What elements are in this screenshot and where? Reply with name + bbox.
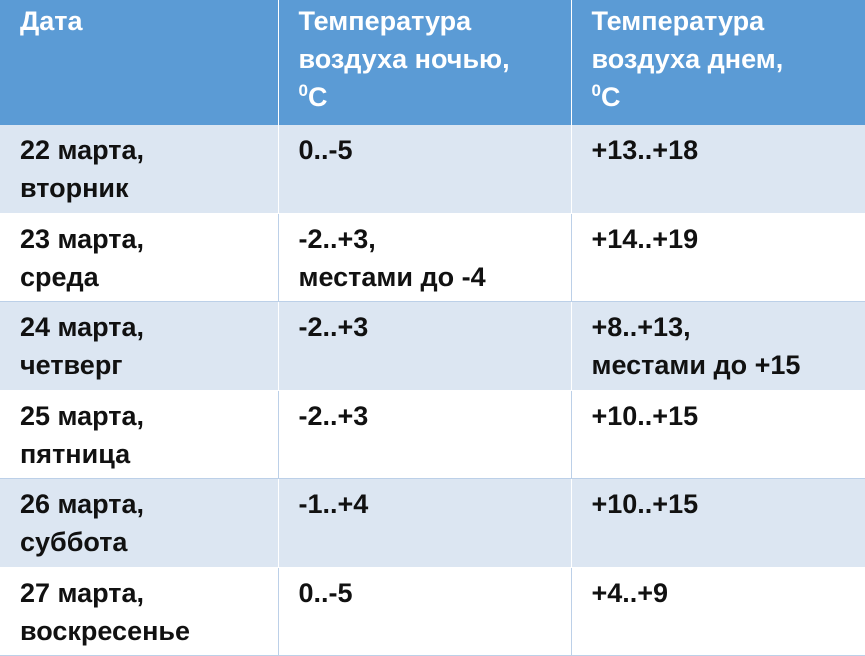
table-row: 25 марта, пятница -2..+3 +10..+15 — [0, 390, 865, 480]
day-line1: +10..+15 — [591, 489, 699, 520]
header-night-temp: Температура воздуха ночью, 0С — [278, 0, 572, 125]
day-line1: +4..+9 — [591, 577, 669, 608]
day-temp-cell: +4..+9 — [571, 567, 865, 656]
header-date-label: Дата — [20, 6, 83, 36]
day-line2: местами до +15 — [591, 350, 801, 381]
day-line1: +8..+13, — [591, 312, 691, 343]
header-day-line2: воздуха днем, — [591, 44, 784, 74]
table-row: 26 марта, суббота -1..+4 +10..+15 — [0, 478, 865, 568]
night-temp-cell: -2..+3 — [278, 301, 572, 391]
table-row: 24 марта, четверг -2..+3 +8..+13, местами … — [0, 301, 865, 391]
table-row: 27 марта, воскресенье 0..-5 +4..+9 — [0, 567, 865, 656]
night-temp-cell: -2..+3 — [278, 390, 572, 480]
date-cell: 27 марта, воскресенье — [0, 567, 279, 656]
day-temp-cell: +10..+15 — [571, 390, 865, 480]
degree-superscript: 0 — [298, 81, 308, 100]
date-line2: четверг — [20, 350, 123, 381]
date-cell: 24 марта, четверг — [0, 301, 279, 391]
table-row: 23 марта, среда -2..+3, местами до -4 +14.… — [0, 213, 865, 303]
day-line1: +10..+15 — [591, 400, 699, 431]
night-line1: -2..+3, — [298, 223, 376, 254]
night-line1: -2..+3 — [298, 312, 369, 343]
date-line1: 26 марта, — [20, 489, 145, 520]
date-cell: 23 марта, среда — [0, 213, 279, 303]
header-night-unit: 0С — [299, 78, 561, 116]
header-day-temp: Температура воздуха днем, 0С — [571, 0, 865, 125]
date-line2: пятница — [20, 438, 131, 469]
header-night-line2: воздуха ночью, — [298, 44, 510, 74]
date-cell: 22 марта, вторник — [0, 125, 279, 214]
date-line1: 22 марта, — [20, 135, 145, 165]
night-line1: 0..-5 — [298, 135, 353, 165]
date-cell: 26 марта, суббота — [0, 478, 279, 568]
night-line2: местами до -4 — [298, 261, 486, 292]
header-date: Дата — [0, 0, 279, 125]
night-temp-cell: 0..-5 — [278, 567, 572, 656]
night-temp-cell: -2..+3, местами до -4 — [278, 213, 572, 303]
date-line1: 25 марта, — [20, 400, 145, 431]
header-day-unit: 0С — [592, 78, 856, 116]
header-row: Дата Температура воздуха ночью, 0С Темпе… — [0, 0, 865, 125]
night-line1: 0..-5 — [298, 577, 353, 608]
date-line1: 24 марта, — [20, 312, 145, 343]
day-temp-cell: +14..+19 — [571, 213, 865, 303]
date-line2: суббота — [20, 527, 128, 558]
night-line1: -2..+3 — [298, 400, 369, 431]
day-temp-cell: +8..+13, местами до +15 — [571, 301, 865, 391]
date-line1: 23 марта, — [20, 223, 145, 254]
unit-celsius: С — [307, 82, 328, 112]
header-night-line1: Температура — [298, 6, 472, 36]
header-day-line1: Температура — [591, 6, 765, 36]
table-row: 22 марта, вторник 0..-5 +13..+18 — [0, 125, 865, 214]
unit-celsius: С — [600, 82, 621, 112]
night-temp-cell: -1..+4 — [278, 478, 572, 568]
day-line1: +14..+19 — [591, 223, 699, 254]
date-line2: воскресенье — [20, 615, 191, 646]
date-line1: 27 марта, — [20, 577, 145, 608]
date-line2: среда — [20, 261, 99, 292]
day-temp-cell: +10..+15 — [571, 478, 865, 568]
degree-superscript: 0 — [591, 81, 601, 100]
day-line1: +13..+18 — [591, 135, 699, 165]
date-cell: 25 марта, пятница — [0, 390, 279, 480]
night-line1: -1..+4 — [298, 489, 369, 520]
date-line2: вторник — [20, 173, 129, 203]
day-temp-cell: +13..+18 — [571, 125, 865, 214]
night-temp-cell: 0..-5 — [278, 125, 572, 214]
